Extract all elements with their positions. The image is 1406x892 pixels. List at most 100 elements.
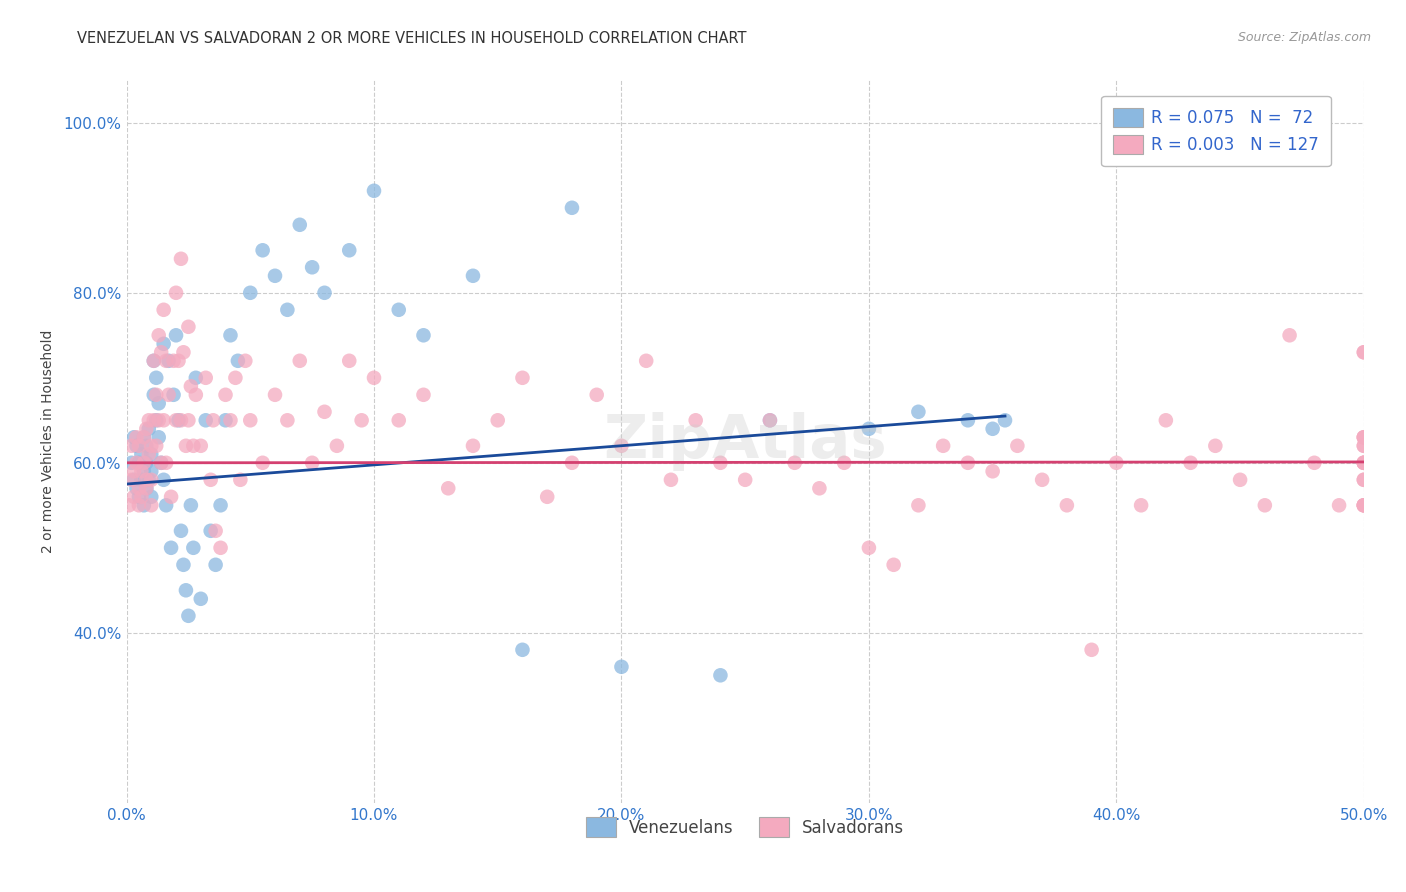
Point — [141, 498, 163, 512]
Legend: Venezuelans, Salvadorans: Venezuelans, Salvadorans — [578, 809, 912, 845]
Point — [1353, 345, 1375, 359]
Point — [157, 388, 180, 402]
Point — [131, 447, 153, 461]
Point — [138, 422, 160, 436]
Point — [883, 558, 905, 572]
Point — [152, 336, 174, 351]
Point — [808, 481, 831, 495]
Point — [224, 371, 246, 385]
Point — [832, 456, 855, 470]
Point — [200, 524, 222, 538]
Point — [135, 473, 157, 487]
Point — [209, 541, 232, 555]
Point — [160, 541, 183, 555]
Point — [512, 371, 534, 385]
Point — [301, 456, 323, 470]
Point — [138, 447, 160, 461]
Point — [150, 456, 173, 470]
Point — [152, 473, 174, 487]
Point — [122, 464, 145, 478]
Point — [177, 608, 200, 623]
Point — [125, 439, 148, 453]
Point — [135, 422, 157, 436]
Point — [288, 218, 311, 232]
Point — [437, 481, 460, 495]
Point — [337, 353, 360, 368]
Point — [204, 524, 226, 538]
Point — [177, 319, 200, 334]
Point — [1353, 498, 1375, 512]
Point — [461, 268, 484, 283]
Point — [172, 558, 194, 572]
Point — [174, 583, 197, 598]
Point — [128, 481, 150, 495]
Point — [1229, 473, 1251, 487]
Point — [145, 371, 167, 385]
Point — [122, 473, 145, 487]
Point — [233, 353, 256, 368]
Point — [252, 244, 274, 258]
Point — [138, 413, 160, 427]
Point — [148, 430, 170, 444]
Point — [561, 201, 583, 215]
Point — [1254, 498, 1277, 512]
Point — [184, 388, 207, 402]
Point — [122, 490, 145, 504]
Point — [121, 473, 143, 487]
Point — [636, 353, 658, 368]
Point — [152, 302, 174, 317]
Point — [1353, 345, 1375, 359]
Point — [150, 345, 173, 359]
Point — [180, 498, 202, 512]
Point — [135, 456, 157, 470]
Point — [276, 302, 298, 317]
Point — [1353, 456, 1375, 470]
Point — [1327, 498, 1350, 512]
Point — [209, 498, 232, 512]
Point — [252, 456, 274, 470]
Point — [337, 244, 360, 258]
Point — [194, 413, 217, 427]
Point — [363, 184, 385, 198]
Point — [148, 396, 170, 410]
Point — [412, 328, 434, 343]
Point — [994, 413, 1017, 427]
Point — [183, 541, 205, 555]
Point — [167, 413, 190, 427]
Point — [981, 422, 1004, 436]
Point — [170, 524, 193, 538]
Text: VENEZUELAN VS SALVADORAN 2 OR MORE VEHICLES IN HOUSEHOLD CORRELATION CHART: VENEZUELAN VS SALVADORAN 2 OR MORE VEHIC… — [77, 31, 747, 46]
Point — [118, 498, 141, 512]
Point — [128, 439, 150, 453]
Point — [1353, 473, 1375, 487]
Point — [152, 413, 174, 427]
Point — [1105, 456, 1128, 470]
Point — [1007, 439, 1029, 453]
Point — [125, 430, 148, 444]
Point — [132, 498, 155, 512]
Point — [150, 456, 173, 470]
Point — [486, 413, 509, 427]
Point — [288, 353, 311, 368]
Point — [956, 456, 979, 470]
Point — [276, 413, 298, 427]
Point — [132, 456, 155, 470]
Point — [142, 388, 165, 402]
Point — [1353, 430, 1375, 444]
Point — [1056, 498, 1078, 512]
Point — [314, 405, 336, 419]
Point — [148, 328, 170, 343]
Point — [709, 456, 731, 470]
Text: Source: ZipAtlas.com: Source: ZipAtlas.com — [1237, 31, 1371, 45]
Point — [177, 413, 200, 427]
Point — [734, 473, 756, 487]
Text: ZipAtlas: ZipAtlas — [603, 412, 887, 471]
Point — [141, 447, 163, 461]
Point — [200, 473, 222, 487]
Point — [145, 413, 167, 427]
Point — [121, 439, 143, 453]
Point — [125, 481, 148, 495]
Point — [585, 388, 607, 402]
Point — [155, 353, 177, 368]
Point — [132, 430, 155, 444]
